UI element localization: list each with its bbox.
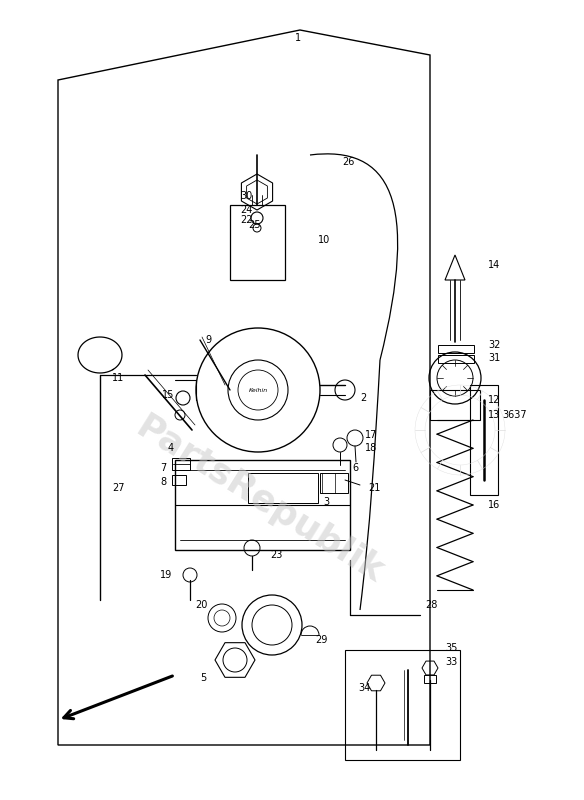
Text: 12: 12 bbox=[488, 395, 500, 405]
Text: 2: 2 bbox=[360, 393, 366, 403]
Text: 22: 22 bbox=[240, 215, 252, 225]
Text: Keihin: Keihin bbox=[248, 387, 267, 393]
Text: 28: 28 bbox=[425, 600, 437, 610]
Text: PartsRepublik: PartsRepublik bbox=[130, 410, 390, 590]
Bar bbox=[430, 390, 480, 420]
Bar bbox=[470, 385, 498, 495]
Bar bbox=[175, 460, 350, 550]
Bar bbox=[230, 205, 285, 280]
Bar bbox=[172, 458, 190, 470]
Text: 30: 30 bbox=[240, 191, 252, 201]
Text: 14: 14 bbox=[488, 260, 500, 270]
Text: 29: 29 bbox=[315, 635, 328, 645]
Text: 7: 7 bbox=[160, 463, 166, 473]
Text: 35: 35 bbox=[445, 643, 457, 653]
Text: 3: 3 bbox=[323, 497, 329, 507]
Text: 11: 11 bbox=[112, 373, 124, 383]
Text: 23: 23 bbox=[270, 550, 283, 560]
Text: 26: 26 bbox=[342, 157, 354, 167]
Text: 20: 20 bbox=[195, 600, 207, 610]
Bar bbox=[248, 473, 318, 503]
Text: 32: 32 bbox=[488, 340, 500, 350]
Text: 18: 18 bbox=[365, 443, 377, 453]
Bar bbox=[424, 675, 436, 683]
Text: 10: 10 bbox=[318, 235, 330, 245]
Text: 33: 33 bbox=[445, 657, 457, 667]
Text: 15: 15 bbox=[162, 390, 175, 400]
Text: 24: 24 bbox=[240, 205, 252, 215]
Text: 5: 5 bbox=[200, 673, 206, 683]
Bar bbox=[320, 473, 348, 493]
Text: 27: 27 bbox=[112, 483, 124, 493]
Text: 31: 31 bbox=[488, 353, 500, 363]
Text: 13: 13 bbox=[488, 410, 500, 420]
Text: 25: 25 bbox=[248, 220, 260, 230]
Text: 34: 34 bbox=[358, 683, 370, 693]
Text: 17: 17 bbox=[365, 430, 377, 440]
Bar bbox=[172, 475, 186, 485]
Text: 4: 4 bbox=[168, 443, 174, 453]
Text: 16: 16 bbox=[488, 500, 500, 510]
Bar bbox=[438, 345, 474, 353]
Text: 3637: 3637 bbox=[502, 410, 527, 420]
Text: 21: 21 bbox=[368, 483, 380, 493]
Text: 6: 6 bbox=[352, 463, 358, 473]
Bar bbox=[438, 355, 474, 363]
Text: 1: 1 bbox=[295, 33, 301, 43]
Text: 8: 8 bbox=[160, 477, 166, 487]
Text: 19: 19 bbox=[160, 570, 172, 580]
Text: 9: 9 bbox=[205, 335, 211, 345]
